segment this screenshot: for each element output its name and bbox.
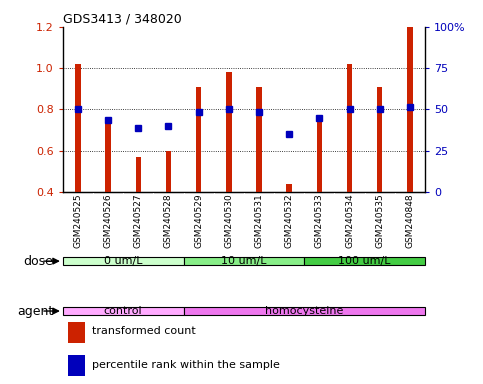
Bar <box>196 87 201 192</box>
Text: transformed count: transformed count <box>92 326 196 336</box>
Bar <box>407 27 412 192</box>
Bar <box>226 72 231 192</box>
Text: GSM240529: GSM240529 <box>194 193 203 248</box>
Text: GSM240531: GSM240531 <box>255 193 264 248</box>
Bar <box>317 116 322 192</box>
Text: GSM240535: GSM240535 <box>375 193 384 248</box>
Bar <box>68 355 85 376</box>
Text: agent: agent <box>17 305 53 318</box>
Text: GSM240528: GSM240528 <box>164 193 173 248</box>
Text: percentile rank within the sample: percentile rank within the sample <box>92 360 280 370</box>
Text: GSM240532: GSM240532 <box>284 193 294 248</box>
Text: GSM240848: GSM240848 <box>405 193 414 248</box>
Text: 0 um/L: 0 um/L <box>104 256 142 266</box>
Text: dose: dose <box>23 255 53 268</box>
Bar <box>377 87 383 192</box>
Text: GDS3413 / 348020: GDS3413 / 348020 <box>63 13 182 26</box>
Text: GSM240534: GSM240534 <box>345 193 354 248</box>
Bar <box>68 322 85 343</box>
Bar <box>304 257 425 265</box>
Bar <box>184 257 304 265</box>
Bar <box>347 64 352 192</box>
Text: GSM240527: GSM240527 <box>134 193 143 248</box>
Text: 100 um/L: 100 um/L <box>339 256 391 266</box>
Bar <box>136 157 141 192</box>
Text: homocysteine: homocysteine <box>265 306 343 316</box>
Text: control: control <box>104 306 142 316</box>
Bar <box>63 307 184 315</box>
Text: 10 um/L: 10 um/L <box>221 256 267 266</box>
Bar <box>75 64 81 192</box>
Text: GSM240530: GSM240530 <box>224 193 233 248</box>
Text: GSM240525: GSM240525 <box>73 193 83 248</box>
Bar <box>166 151 171 192</box>
Bar <box>105 118 111 192</box>
Bar <box>256 87 262 192</box>
Bar <box>184 307 425 315</box>
Text: GSM240533: GSM240533 <box>315 193 324 248</box>
Bar <box>286 184 292 192</box>
Text: GSM240526: GSM240526 <box>103 193 113 248</box>
Bar <box>63 257 184 265</box>
